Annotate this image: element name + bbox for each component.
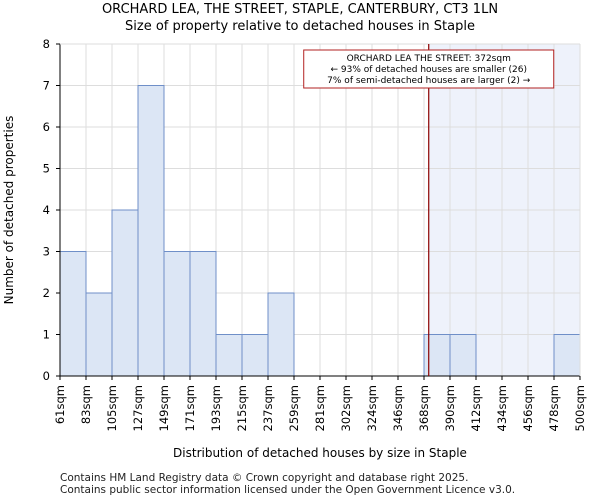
bars [59,85,581,377]
annotation-line-1: ORCHARD LEA THE STREET: 372sqm [347,54,511,64]
y-tick-label: 2 [43,286,50,300]
histogram-bar [59,251,87,377]
x-tick-label: 127sqm [131,385,145,431]
x-tick-label: 478sqm [547,385,561,431]
histogram-bar [553,334,581,377]
chart-subtitle: Size of property relative to detached ho… [125,19,475,34]
x-tick-label: 259sqm [287,385,301,431]
x-tick-label: 412sqm [469,385,483,431]
y-axis-label: Number of detached properties [2,116,16,305]
x-tick-label: 105sqm [105,385,119,431]
histogram-bar [241,334,269,377]
y-tick-label: 0 [43,369,50,383]
x-tick-label: 390sqm [443,385,457,431]
histogram-bar [137,85,165,377]
histogram-bar [163,251,191,377]
y-tick-label: 4 [43,203,50,217]
x-ticks: 61sqm 83sqm 105sqm 127sqm 149sqm 171sqm 193sqm… [53,376,587,431]
x-tick-label: 302sqm [339,385,353,431]
histogram-bar [215,334,243,377]
x-tick-label: 281sqm [313,385,327,431]
x-tick-label: 149sqm [157,385,171,431]
histogram-bar [111,209,139,377]
histogram-bar [85,292,113,377]
annotation-frame [303,49,555,89]
x-tick-label: 237sqm [261,385,275,431]
y-tick-label: 3 [43,245,50,259]
histogram-bar [267,292,295,377]
x-tick-label: 456sqm [521,385,535,431]
y-tick-label: 6 [43,120,50,134]
x-tick-label: 434sqm [495,385,509,431]
histogram-bar [189,251,217,377]
y-tick-label: 5 [43,162,50,176]
y-ticks: 0 1 2 3 4 5 6 7 8 [43,37,60,383]
y-tick-label: 8 [43,37,50,51]
x-axis-label: Distribution of detached houses by size … [173,446,467,460]
x-tick-label: 368sqm [417,385,431,431]
histogram-bar [449,334,477,377]
histogram-chart: 0 1 2 3 4 5 6 7 8 61sqm 83sqm 105sqm 127sqm 149sqm 17… [2,37,587,460]
annotation-line-3: 7% of semi-detached houses are larger (2… [327,76,531,86]
x-tick-label: 193sqm [209,385,223,431]
footer-copyright: Contains HM Land Registry data © Crown c… [60,472,469,484]
chart-title: ORCHARD LEA, THE STREET, STAPLE, CANTERB… [101,2,499,17]
annotation-line-2: ← 93% of detached houses are smaller (26… [330,65,527,75]
histogram-bar [423,334,451,377]
y-tick-label: 1 [43,328,50,342]
x-tick-label: 83sqm [79,385,93,424]
x-tick-label: 171sqm [183,385,197,431]
x-tick-label: 324sqm [365,385,379,431]
y-tick-label: 7 [43,79,50,93]
x-tick-label: 215sqm [235,385,249,431]
x-tick-label: 346sqm [391,385,405,431]
annotation-box: ORCHARD LEA THE STREET: 372sqm ← 93% of … [303,49,555,89]
x-tick-label: 500sqm [573,385,587,431]
footer-licence: Contains public sector information licen… [60,484,516,496]
x-tick-label: 61sqm [53,385,67,424]
